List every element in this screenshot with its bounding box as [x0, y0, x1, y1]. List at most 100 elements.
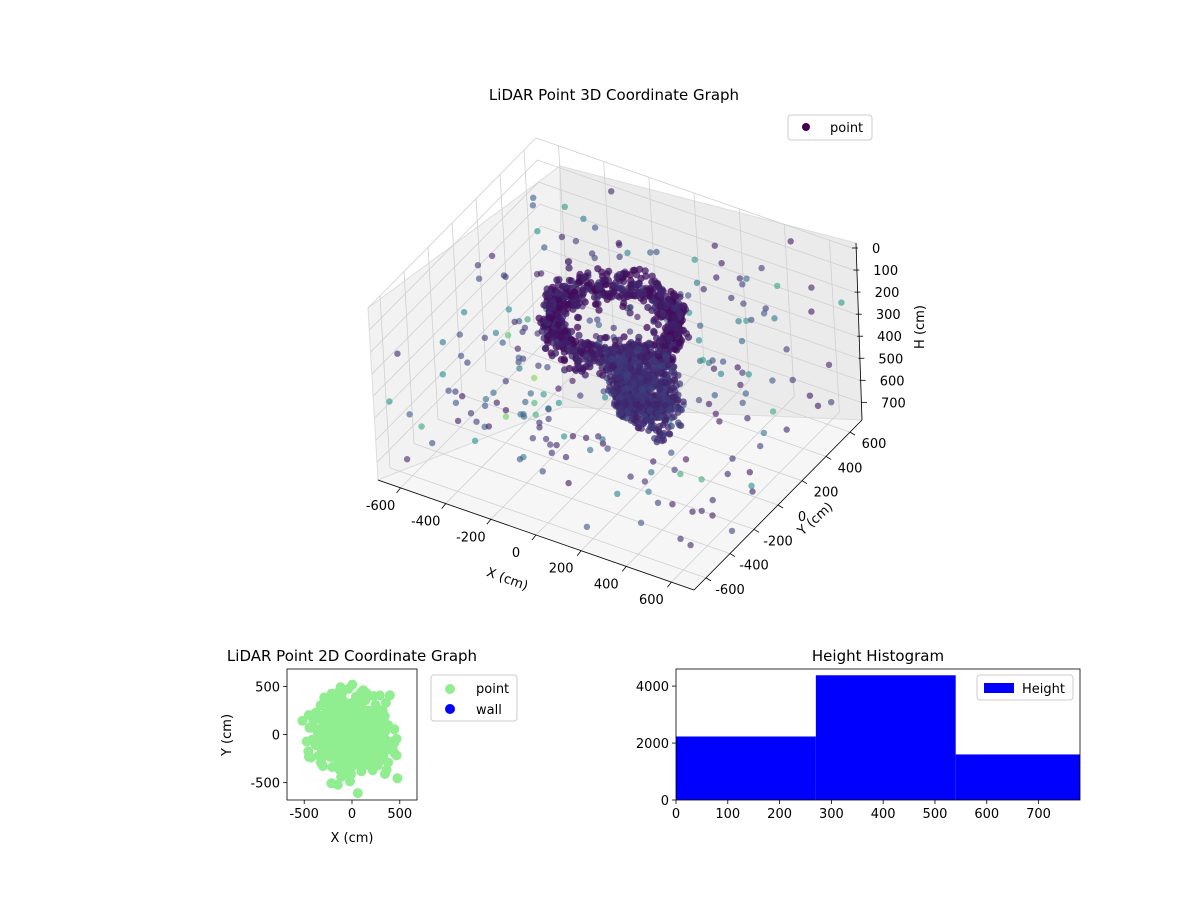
- point-3d: [439, 371, 446, 378]
- point-3d: [617, 409, 625, 417]
- point-3d: [697, 322, 704, 329]
- point-3d: [608, 188, 615, 195]
- point-3d: [547, 441, 554, 448]
- point-3d: [662, 416, 670, 424]
- z-tick-label-3d: 400: [877, 330, 902, 345]
- point-3d: [569, 433, 577, 440]
- point-3d: [561, 282, 569, 290]
- point-3d: [737, 381, 744, 389]
- grid-line-wall-z: [370, 181, 855, 353]
- point-2d: [356, 766, 367, 777]
- grid-line-wall-x: [693, 192, 705, 366]
- point-3d: [545, 313, 553, 322]
- point-3d: [616, 253, 623, 260]
- grid-line-wall-y: [523, 150, 535, 323]
- point-3d: [591, 300, 600, 308]
- point-3d: [602, 347, 610, 354]
- point-3d: [561, 366, 569, 374]
- point-3d: [748, 482, 755, 489]
- point-3d: [545, 415, 552, 423]
- point-3d: [457, 352, 465, 360]
- point-3d: [664, 362, 672, 369]
- point-3d: [445, 387, 452, 394]
- point-3d: [504, 332, 512, 339]
- point-3d: [595, 284, 603, 292]
- point-3d: [640, 368, 647, 376]
- point-3d: [561, 327, 570, 335]
- point-3d: [728, 294, 735, 302]
- point-3d: [505, 306, 513, 313]
- point-3d: [626, 328, 634, 335]
- point-3d: [635, 424, 643, 432]
- point-3d: [454, 417, 462, 425]
- point-3d: [671, 393, 678, 401]
- point-3d: [695, 396, 703, 404]
- x-tick-3d: [441, 503, 447, 509]
- point-3d: [638, 385, 646, 393]
- point-3d: [595, 306, 603, 314]
- point-3d: [630, 378, 638, 386]
- point-3d: [452, 399, 460, 406]
- point-3d: [710, 365, 718, 372]
- point-3d: [684, 333, 693, 341]
- z-tick-label-3d: 700: [881, 396, 906, 411]
- point-2d: [354, 753, 365, 764]
- histogram-title: Height Histogram: [812, 647, 944, 665]
- point-3d: [576, 347, 585, 355]
- legend-3d-label: point: [830, 121, 863, 136]
- legend-2d-marker-point: [445, 684, 455, 694]
- point-3d: [598, 364, 606, 372]
- point-3d: [616, 375, 624, 382]
- point-3d: [614, 368, 621, 376]
- point-3d: [544, 364, 551, 371]
- point-3d: [514, 345, 521, 352]
- point-3d: [531, 399, 538, 407]
- point-2d: [310, 723, 321, 734]
- point-3d: [553, 339, 561, 347]
- point-3d: [640, 288, 648, 297]
- point-3d: [631, 373, 639, 380]
- point-3d: [593, 294, 601, 302]
- y-tick-3d: [705, 577, 712, 582]
- point-3d: [689, 508, 696, 515]
- point-2d: [360, 695, 371, 706]
- point-3d: [557, 334, 565, 342]
- point-3d: [565, 479, 572, 487]
- point-3d: [678, 406, 685, 414]
- point-3d: [394, 350, 401, 357]
- point-3d: [608, 347, 616, 355]
- point-3d: [599, 276, 607, 284]
- point-3d: [519, 328, 526, 335]
- x-tick-label-3d: -400: [411, 515, 441, 530]
- point-3d: [639, 420, 647, 428]
- point-3d: [615, 399, 623, 407]
- point-3d: [579, 286, 587, 294]
- scatter-3d-panel: LiDAR Point 3D Coordinate Graph -600 -400…: [366, 86, 928, 608]
- point-2d: [333, 708, 344, 719]
- point-3d: [524, 316, 531, 323]
- y-tick-label-3d: -400: [739, 559, 769, 574]
- point-3d: [718, 260, 725, 267]
- point-3d: [586, 317, 593, 324]
- histogram-bar: [955, 754, 1080, 800]
- x-tick-label-hist: 400: [871, 807, 896, 822]
- y-tick-label-hist: 2000: [636, 737, 669, 752]
- point-3d: [660, 379, 668, 386]
- point-3d: [596, 370, 604, 378]
- point-3d: [474, 262, 482, 269]
- z-tick-label-3d: 200: [875, 286, 900, 301]
- legend-2d-marker-wall: [445, 704, 455, 714]
- point-3d: [554, 320, 562, 329]
- point-3d: [825, 361, 833, 368]
- point-3d: [624, 249, 631, 256]
- point-3d: [492, 329, 500, 337]
- point-3d: [585, 340, 593, 348]
- point-3d: [808, 308, 815, 315]
- point-3d: [814, 402, 822, 409]
- point-3d: [614, 490, 621, 497]
- point-3d: [481, 334, 488, 341]
- legend-3d-marker: [802, 123, 810, 131]
- point-2d: [322, 724, 333, 735]
- point-3d: [627, 473, 634, 480]
- point-3d: [567, 292, 575, 300]
